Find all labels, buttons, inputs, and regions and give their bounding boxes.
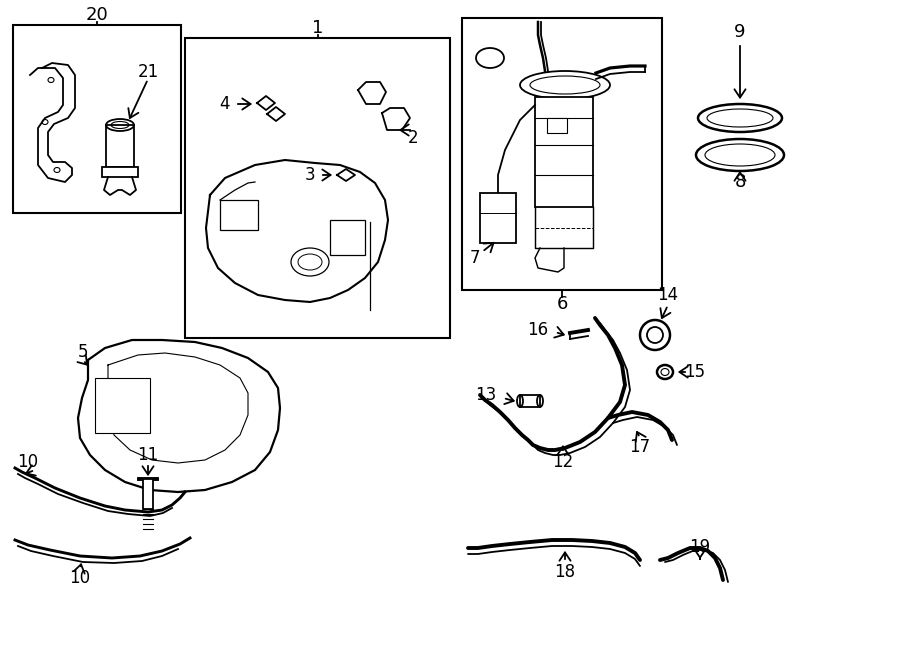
- Bar: [330, 220, 365, 255]
- Text: 3: 3: [305, 166, 315, 184]
- Bar: [13, 25, 181, 213]
- Text: 11: 11: [138, 446, 158, 464]
- Text: 9: 9: [734, 23, 746, 41]
- Text: 17: 17: [629, 438, 651, 456]
- Text: 16: 16: [526, 321, 548, 339]
- Text: 21: 21: [138, 63, 158, 81]
- Bar: [143, 479, 153, 509]
- Bar: [185, 38, 450, 338]
- Text: 10: 10: [69, 569, 91, 587]
- Text: 12: 12: [553, 453, 573, 471]
- Bar: [535, 97, 593, 207]
- Text: 18: 18: [554, 563, 576, 581]
- Text: 8: 8: [734, 173, 746, 191]
- Text: 15: 15: [684, 363, 706, 381]
- Text: 2: 2: [408, 129, 418, 147]
- Bar: [220, 200, 258, 230]
- Bar: [520, 395, 540, 407]
- Text: 4: 4: [220, 95, 230, 113]
- Bar: [106, 125, 134, 167]
- Text: 5: 5: [77, 343, 88, 361]
- Text: 13: 13: [475, 386, 496, 404]
- Text: 7: 7: [470, 249, 481, 267]
- Bar: [102, 167, 138, 177]
- Text: 6: 6: [556, 295, 568, 313]
- Bar: [95, 378, 150, 433]
- Bar: [462, 18, 662, 290]
- Bar: [547, 118, 567, 133]
- Text: 19: 19: [689, 538, 711, 556]
- Text: 10: 10: [17, 453, 39, 471]
- Bar: [480, 193, 516, 243]
- Text: 1: 1: [311, 19, 323, 37]
- Text: 14: 14: [657, 286, 679, 304]
- Text: 20: 20: [86, 6, 108, 24]
